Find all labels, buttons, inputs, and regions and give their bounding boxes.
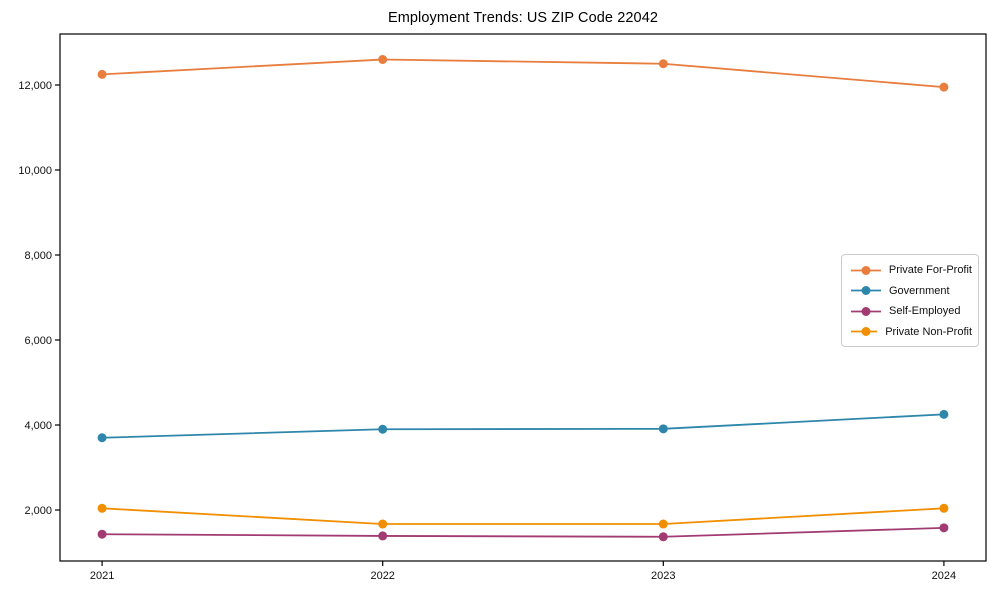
legend-marker-icon	[851, 286, 881, 296]
legend-item: Self-Employed	[851, 301, 972, 322]
data-point-private-for-profit	[939, 82, 949, 92]
legend-label: Private Non-Profit	[885, 325, 972, 338]
x-tick-label: 2023	[651, 570, 675, 582]
y-tick-label: 4,000	[24, 420, 52, 432]
legend-item: Private Non-Profit	[851, 322, 972, 343]
series-line-self-employed	[101, 526, 945, 538]
legend-marker-icon	[851, 306, 881, 316]
data-point-government	[378, 424, 388, 434]
axes-frame	[59, 33, 987, 562]
series-line-private-non-profit	[101, 507, 945, 525]
data-point-private-non-profit	[97, 503, 107, 513]
data-point-self-employed	[658, 532, 668, 542]
series-line-government	[101, 413, 945, 439]
data-point-private-for-profit	[378, 55, 388, 64]
data-point-private-non-profit	[939, 503, 949, 513]
legend-marker-icon	[851, 327, 878, 337]
data-point-private-for-profit	[97, 69, 107, 79]
chart-title: Employment Trends: US ZIP Code 22042	[387, 10, 659, 26]
y-tick-label: 6,000	[24, 335, 52, 347]
y-tick-label: 10,000	[18, 165, 52, 177]
data-point-self-employed	[939, 523, 949, 533]
legend-label: Private For-Profit	[888, 264, 972, 277]
data-point-private-for-profit	[658, 59, 668, 69]
data-point-self-employed	[378, 531, 388, 541]
data-point-private-non-profit	[658, 519, 668, 529]
data-point-government	[97, 433, 107, 443]
data-point-private-non-profit	[378, 519, 388, 529]
legend: Private For-Profit Government Self-Employe…	[841, 254, 979, 347]
legend-label: Self-Employed	[889, 305, 961, 318]
y-tick-label: 12,000	[18, 80, 52, 92]
y-tick-label: 8,000	[24, 250, 52, 262]
legend-marker-icon	[851, 265, 881, 275]
x-tick-label: 2021	[90, 570, 114, 582]
legend-label: Government	[889, 284, 950, 297]
legend-item: Government	[851, 281, 972, 302]
x-tick-label: 2022	[370, 570, 394, 582]
data-point-government	[658, 424, 668, 434]
y-tick-label: 2,000	[24, 505, 52, 517]
legend-item: Private For-Profit	[851, 260, 972, 281]
data-point-self-employed	[97, 529, 107, 539]
data-point-government	[939, 409, 949, 419]
x-tick-label: 2024	[932, 570, 956, 582]
series-line-private-for-profit	[101, 58, 945, 89]
